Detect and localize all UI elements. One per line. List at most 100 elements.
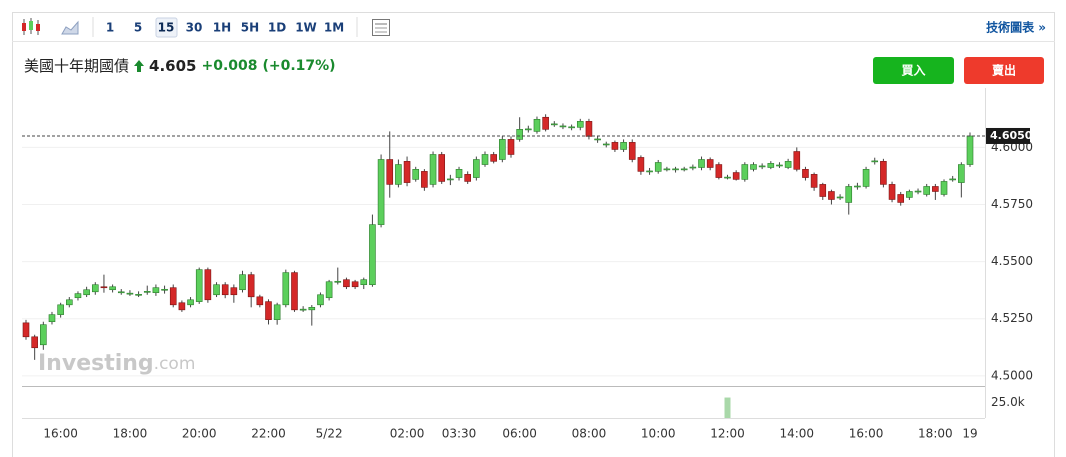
candle-body [784,161,792,168]
candle-body [369,224,376,286]
candle-body [594,138,601,141]
interval-button[interactable]: 5 [134,21,142,35]
candle-body [256,296,264,306]
x-tick-label: 18:00 [113,427,148,441]
candle-body [706,159,714,168]
last-price-label: 4.6050 [990,129,1033,142]
candle-body [810,174,818,188]
candle-body [143,291,151,293]
candle-body [135,294,142,296]
candle-body [204,269,212,301]
candle-body [161,288,168,291]
candle-body [377,159,385,225]
interval-button[interactable]: 1H [213,21,231,35]
candle-body [897,194,905,203]
candle-body [724,176,731,179]
candle-body [325,281,333,299]
candle-body [750,164,757,170]
candle-body [646,170,653,173]
candle-body [48,314,56,323]
candle-body [412,169,420,180]
candle-body [880,161,887,185]
x-tick-label: 06:00 [502,427,537,441]
x-tick-label: 18:00 [918,427,953,441]
candle-body [195,269,203,302]
candle-body [282,272,290,306]
buy-button[interactable] [873,57,954,84]
candle-body [265,301,272,320]
up-arrow [134,59,145,72]
candle-body [862,169,870,187]
last-price-box [986,127,1030,144]
y-tick-label: 4.5250 [991,311,1033,325]
interval-button[interactable]: 15 [158,21,175,35]
candle-body [343,279,350,288]
candle-body [758,165,766,168]
candle-body [490,154,497,162]
candle-body [966,135,974,165]
candle-body [291,272,298,311]
candle-body [576,121,584,128]
candle-body [932,186,939,192]
candle-body [559,125,567,128]
technical-link[interactable]: 技術圖表 » [986,20,1046,35]
candle-body [299,308,307,311]
candle-body [100,286,108,289]
candle-body [914,190,922,193]
candle-body [828,191,835,200]
candle-icon[interactable] [22,18,40,35]
change-percent: (+0.17%) [262,57,336,74]
candle-body [273,304,281,320]
buy-label[interactable]: 買入 [901,64,925,78]
volume-tick-label: 25.0k [991,395,1025,409]
candle-body [386,159,394,185]
candle-body [525,128,532,131]
candle-body [83,289,90,296]
candle-body [689,166,697,169]
interval-button[interactable]: 1D [268,21,286,35]
table-icon[interactable] [372,19,390,36]
candle-body [403,161,411,183]
candle-body [637,157,645,172]
area-icon[interactable] [61,20,79,35]
candle-body [74,293,82,299]
candle-body [533,118,541,132]
candle-body [499,139,506,160]
candle-body [888,184,896,200]
x-tick-label: 12:00 [710,427,745,441]
last-price: 4.605 [149,56,197,75]
candle-body [421,171,428,188]
candle-body [178,302,186,311]
candle-body [940,181,948,195]
interval-button[interactable]: 1W [295,21,317,35]
candle-body [455,169,463,178]
interval-button[interactable]: 30 [186,21,203,35]
candle-body [438,154,446,182]
candle-body [360,279,368,286]
candle-body [308,307,316,311]
candle-body [602,143,610,146]
candle-body [429,154,437,185]
sell-button[interactable] [964,57,1044,84]
x-tick-label: 5/22 [316,427,343,441]
interval-button[interactable]: 1M [324,21,344,35]
interval-button[interactable]: 1 [106,21,114,35]
candle-body [628,142,636,160]
candle-body [40,324,47,346]
candle-body [767,163,775,168]
candle-body [239,274,246,291]
candle-body [516,129,523,140]
volume-bar [724,397,731,418]
candle-body [923,186,930,195]
candle-body [715,164,723,178]
candle-body [351,281,359,288]
candle-body [802,169,809,178]
sell-label[interactable]: 賣出 [991,63,1016,78]
y-tick-label: 4.5500 [991,254,1033,268]
quote-header: 美國十年期國債 4.605 +0.008 (+0.17%) [24,55,336,76]
candle-body [550,123,558,126]
candle-body [317,294,324,306]
selected-interval [155,17,178,38]
interval-button[interactable]: 5H [241,21,259,35]
